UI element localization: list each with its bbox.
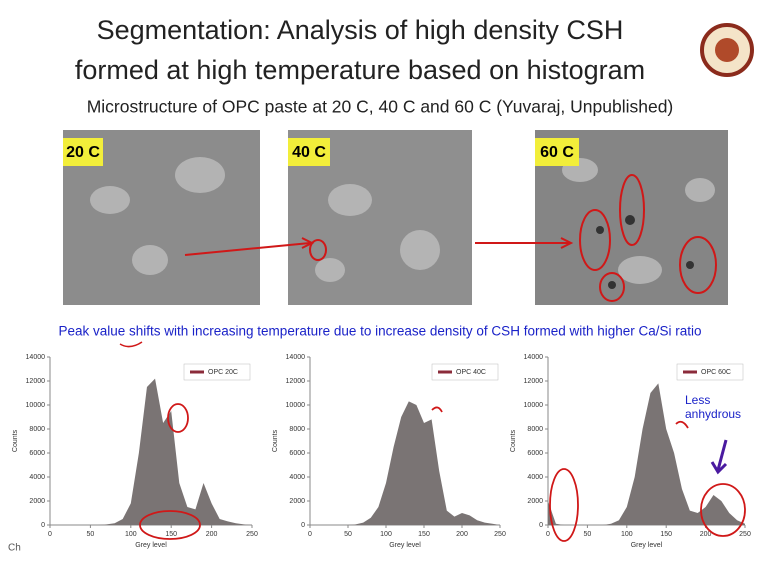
y-tick-label: 10000 bbox=[286, 402, 306, 409]
x-tick-label: 50 bbox=[87, 531, 95, 538]
legend-label: OPC 40C bbox=[456, 369, 486, 376]
y-tick-label: 4000 bbox=[289, 474, 305, 481]
subtitle: Microstructure of OPC paste at 20 C, 40 … bbox=[87, 97, 674, 117]
hand-mark bbox=[549, 468, 579, 542]
hand-mark bbox=[431, 406, 443, 413]
y-tick-label: 0 bbox=[539, 522, 543, 529]
x-tick-label: 100 bbox=[380, 531, 392, 538]
image-label: 60 C bbox=[540, 144, 574, 161]
x-tick-label: 250 bbox=[739, 531, 751, 538]
x-tick-label: 150 bbox=[165, 531, 177, 538]
x-tick-label: 100 bbox=[125, 531, 137, 538]
x-tick-label: 0 bbox=[308, 531, 312, 538]
y-axis-label: Counts bbox=[510, 429, 517, 452]
x-tick-label: 250 bbox=[246, 531, 258, 538]
y-tick-label: 0 bbox=[41, 522, 45, 529]
micrographs: 20 C 40 C 60 C bbox=[63, 130, 728, 305]
y-tick-label: 14000 bbox=[286, 354, 306, 361]
x-axis-label: Grey level bbox=[631, 542, 663, 549]
x-tick-label: 200 bbox=[456, 531, 468, 538]
x-tick-label: 0 bbox=[546, 531, 550, 538]
x-tick-label: 100 bbox=[621, 531, 633, 538]
y-tick-label: 10000 bbox=[524, 402, 544, 409]
legend-box bbox=[431, 363, 499, 381]
hand-mark bbox=[139, 510, 201, 540]
underline bbox=[119, 341, 143, 348]
y-tick-label: 12000 bbox=[26, 378, 46, 385]
annotation: Less anhydrous bbox=[683, 392, 745, 422]
hand-mark bbox=[700, 483, 746, 537]
x-tick-label: 150 bbox=[660, 531, 672, 538]
y-tick-label: 6000 bbox=[527, 450, 543, 457]
y-tick-label: 8000 bbox=[527, 426, 543, 433]
legend-box bbox=[183, 363, 251, 381]
y-tick-label: 10000 bbox=[26, 402, 46, 409]
histogram-area bbox=[548, 383, 745, 525]
y-tick-label: 4000 bbox=[29, 474, 45, 481]
y-tick-label: 14000 bbox=[524, 354, 544, 361]
y-tick-label: 6000 bbox=[29, 450, 45, 457]
x-axis-label: Grey level bbox=[389, 542, 421, 549]
image-label: 20 C bbox=[66, 144, 100, 161]
annotation-box: Less anhydrous bbox=[683, 392, 745, 422]
y-tick-label: 8000 bbox=[29, 426, 45, 433]
y-tick-label: 2000 bbox=[29, 498, 45, 505]
y-tick-label: 12000 bbox=[286, 378, 306, 385]
x-tick-label: 50 bbox=[344, 531, 352, 538]
annotation-arrow bbox=[710, 439, 728, 475]
x-tick-label: 250 bbox=[494, 531, 506, 538]
y-tick-label: 4000 bbox=[527, 474, 543, 481]
slide-title: Segmentation: Analysis of high density C… bbox=[97, 15, 624, 45]
y-tick-label: 14000 bbox=[26, 354, 46, 361]
hand-mark bbox=[675, 420, 689, 429]
footer: Ch bbox=[8, 543, 21, 554]
image-label: 40 C bbox=[292, 144, 326, 161]
x-tick-label: 200 bbox=[206, 531, 218, 538]
x-axis-label: Grey level bbox=[135, 542, 167, 549]
y-tick-label: 2000 bbox=[289, 498, 305, 505]
y-tick-label: 8000 bbox=[289, 426, 305, 433]
x-tick-label: 150 bbox=[418, 531, 430, 538]
x-tick-label: 200 bbox=[700, 531, 712, 538]
y-axis-label: Counts bbox=[12, 429, 19, 452]
y-tick-label: 2000 bbox=[527, 498, 543, 505]
histogram-area bbox=[310, 401, 500, 525]
y-tick-label: 6000 bbox=[289, 450, 305, 457]
legend-label: OPC 20C bbox=[208, 369, 238, 376]
y-tick-label: 0 bbox=[301, 522, 305, 529]
logo bbox=[700, 23, 754, 77]
hand-mark bbox=[167, 403, 189, 433]
legend-box bbox=[676, 363, 744, 381]
y-axis-label: Counts bbox=[272, 429, 279, 452]
histogram-area bbox=[50, 378, 252, 525]
y-tick-label: 12000 bbox=[524, 378, 544, 385]
x-tick-label: 50 bbox=[584, 531, 592, 538]
x-tick-label: 0 bbox=[48, 531, 52, 538]
caption: Peak value shifts with increasing temper… bbox=[58, 324, 701, 339]
slide-title: formed at high temperature based on hist… bbox=[75, 55, 645, 85]
legend-label: OPC 60C bbox=[701, 369, 731, 376]
